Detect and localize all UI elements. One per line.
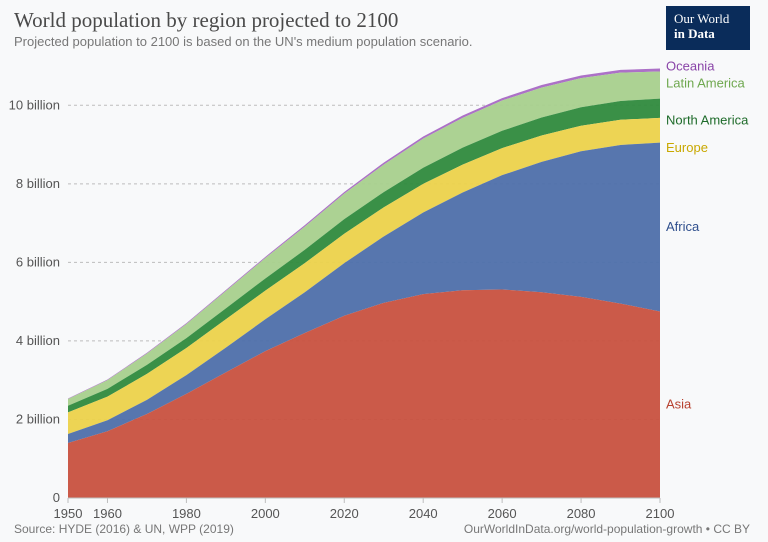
series-label-asia: Asia <box>666 397 692 412</box>
footer-source: Source: HYDE (2016) & UN, WPP (2019) <box>14 522 234 536</box>
x-tick-label: 2020 <box>330 506 359 518</box>
series-label-europe: Europe <box>666 140 708 155</box>
x-tick-label: 2100 <box>646 506 675 518</box>
x-tick-label: 1960 <box>93 506 122 518</box>
y-tick-label: 10 billion <box>9 97 60 112</box>
y-tick-label: 0 <box>53 490 60 505</box>
series-label-africa: Africa <box>666 219 700 234</box>
page-title: World population by region projected to … <box>14 8 398 33</box>
y-tick-label: 2 billion <box>16 411 60 426</box>
logo-line2: in Data <box>674 26 715 41</box>
population-area-chart: 0 2 billion 4 billion 6 billion 8 billion 10 … <box>0 58 768 518</box>
x-tick-label: 2000 <box>251 506 280 518</box>
series-label-oceania: Oceania <box>666 59 715 74</box>
y-tick-label: 8 billion <box>16 176 60 191</box>
x-tick-label: 1980 <box>172 506 201 518</box>
x-tick-label: 2060 <box>488 506 517 518</box>
x-tick-label: 1950 <box>54 506 83 518</box>
y-tick-label: 6 billion <box>16 254 60 269</box>
page-subtitle: Projected population to 2100 is based on… <box>14 34 473 49</box>
y-tick-label: 4 billion <box>16 333 60 348</box>
owid-logo: Our World in Data <box>666 6 750 50</box>
series-label-latin-america: Latin America <box>666 75 746 90</box>
series-label-north-america: North America <box>666 113 749 128</box>
footer-credit: OurWorldInData.org/world-population-grow… <box>464 522 750 536</box>
x-tick-label: 2040 <box>409 506 438 518</box>
logo-line1: Our World <box>674 11 729 26</box>
x-tick-label: 2080 <box>567 506 596 518</box>
